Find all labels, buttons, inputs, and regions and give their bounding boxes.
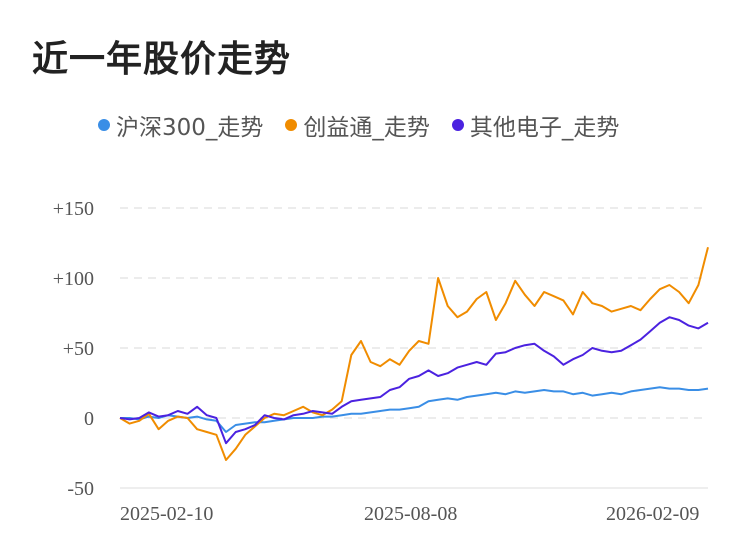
x-tick-label: 2026-02-09 (606, 503, 699, 525)
legend-dot-cyt-icon (285, 119, 298, 131)
chart-legend: 沪深300_走势 创益通_走势 其他电子_走势 (98, 108, 619, 142)
grid-lines (120, 207, 708, 489)
y-tick-label: +150 (53, 198, 94, 220)
y-tick-label: 0 (84, 408, 94, 430)
legend-dot-other-icon (451, 119, 464, 131)
x-tick-label: 2025-08-08 (364, 503, 457, 525)
chart-title: 近一年股价走势 (32, 39, 292, 80)
legend-label-other: 其他电子_走势 (469, 115, 620, 141)
y-tick-label: -50 (67, 478, 94, 500)
series-line-cyt (119, 246, 709, 461)
legend-label-hs300: 沪深300_走势 (116, 115, 264, 141)
legend-item-hs300[interactable]: 沪深300_走势 (98, 108, 263, 142)
x-tick-label: 2025-02-10 (120, 503, 213, 525)
y-tick-label: +50 (63, 338, 94, 360)
y-axis-ticks: +150 +100 +50 0 -50 (53, 198, 94, 500)
legend-dot-hs300-icon (98, 119, 110, 131)
y-tick-label: +100 (53, 268, 94, 290)
series-lines (119, 246, 709, 461)
legend-item-cyt[interactable]: 创益通_走势 (285, 108, 430, 142)
series-line-hs300 (120, 386, 709, 433)
x-axis-ticks: 2025-02-10 2025-08-08 2026-02-09 (120, 503, 699, 525)
legend-item-other[interactable]: 其他电子_走势 (451, 108, 620, 142)
series-line-other (119, 316, 709, 445)
legend-label-cyt: 创益通_走势 (303, 115, 430, 141)
